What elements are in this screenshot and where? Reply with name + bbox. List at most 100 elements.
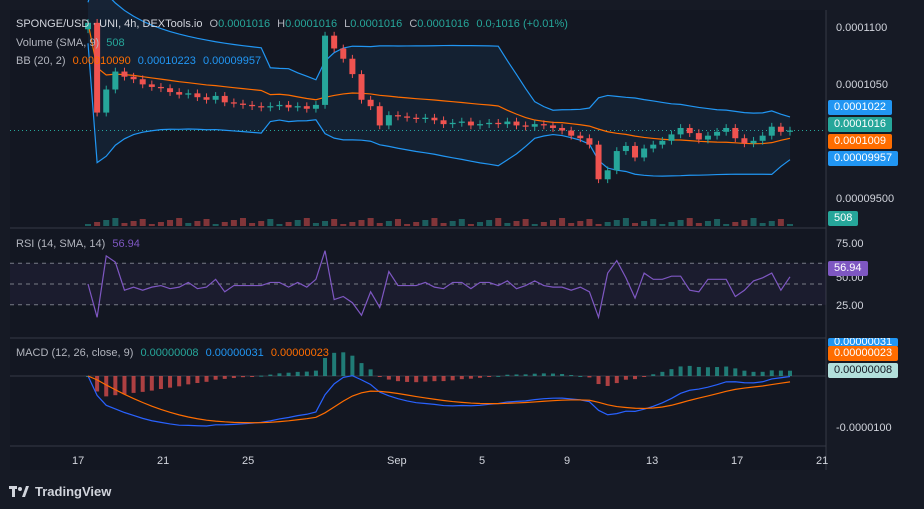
macd-hist-bar: [578, 375, 583, 377]
volume-bar: [358, 220, 365, 226]
volume-bar: [440, 223, 447, 226]
volume-bar: [422, 220, 429, 226]
macd-hist-bar: [760, 371, 765, 376]
candle-body: [768, 126, 775, 136]
candle-body: [586, 138, 593, 145]
macd-hist-bar: [313, 370, 318, 376]
rsi-legend[interactable]: RSI (14, SMA, 14) 56.94: [16, 237, 144, 251]
candle-body: [212, 95, 219, 100]
bb-basis-tag: 0.0001009: [828, 134, 892, 149]
candlesticks: [85, 18, 793, 184]
bb-legend[interactable]: BB (20, 2) 0.00010090 0.00010223 0.00009…: [16, 54, 265, 68]
bb-upper-line: [87, 0, 791, 118]
volume-bar: [157, 222, 164, 226]
volume-bar: [239, 218, 246, 226]
candle-body: [787, 130, 793, 132]
candle-body: [659, 140, 666, 145]
macd-hist-bar: [742, 370, 747, 376]
candle-body: [148, 84, 155, 87]
volume-bar: [568, 223, 575, 226]
candle-body: [695, 133, 702, 140]
macd-hist-bar: [432, 376, 437, 382]
volume-bar: [668, 222, 675, 226]
bb-upper-value: 0.00010223: [137, 55, 196, 67]
candle-body: [431, 117, 438, 121]
macd-line-value: 0.00000031: [205, 347, 264, 359]
macd-hist-bar: [724, 366, 729, 376]
macd-legend[interactable]: MACD (12, 26, close, 9) 0.00000008 0.000…: [16, 346, 333, 360]
candle-body: [759, 135, 766, 141]
o-label: O: [209, 18, 219, 30]
volume-bar: [531, 224, 538, 226]
rsi-line: [87, 250, 791, 320]
macd-signal-value: 0.00000023: [270, 347, 329, 359]
macd-signal-line: [87, 375, 791, 424]
candle-body: [650, 144, 657, 149]
candle-body: [750, 140, 757, 144]
candle-body: [604, 170, 611, 180]
candle-body: [449, 122, 456, 125]
volume-bar: [94, 222, 101, 226]
volume-bar: [148, 224, 155, 226]
rsi-legend-label: RSI (14, SMA, 14): [16, 238, 106, 250]
candle-body: [312, 104, 319, 109]
candle-body: [322, 35, 329, 105]
candle-body: [741, 138, 748, 144]
volume-bar: [449, 221, 456, 226]
bb-upper-tag: 0.0001022: [828, 100, 892, 115]
candle-body: [559, 127, 566, 131]
candle-body: [467, 121, 474, 126]
brand-label: TradingView: [35, 484, 112, 499]
macd-hist-bar: [222, 376, 227, 379]
bb-fill: [88, 0, 790, 177]
volume-bars: [85, 218, 793, 226]
tradingview-logo[interactable]: TradingView: [9, 484, 111, 499]
macd-hist-bar: [368, 369, 373, 376]
volume-bar: [577, 221, 584, 226]
macd-hist-bar: [350, 355, 355, 376]
macd-hist-bar: [633, 376, 638, 380]
symbol-line[interactable]: SPONGE/USD · UNI, 4h, DEXTools.io: [16, 18, 203, 30]
macd-hist-bar: [359, 363, 364, 376]
candle-body: [239, 103, 246, 105]
volume-legend[interactable]: Volume (SMA, 9) 508: [16, 36, 129, 50]
volume-tag: 508: [828, 211, 859, 226]
volume-bar: [641, 221, 648, 226]
o-value: 0.0001016: [218, 18, 271, 30]
volume-bar: [604, 222, 611, 226]
volume-bar: [85, 224, 91, 226]
volume-bar: [458, 219, 465, 226]
candle-body: [358, 74, 365, 100]
candle-body: [276, 104, 283, 107]
candle-body: [495, 122, 502, 125]
time-tick: 9: [564, 455, 571, 467]
macd-hist-bar: [459, 376, 464, 380]
candle-body: [331, 35, 338, 49]
rsi-panel: [10, 250, 826, 320]
macd-hist-bar: [715, 367, 720, 376]
volume-bar: [176, 218, 183, 226]
macd-hist-bar: [468, 376, 473, 379]
bb-lower-value: 0.00009957: [202, 55, 262, 67]
macd-hist-bar: [213, 376, 218, 380]
l-value: 0.0001016: [350, 18, 403, 30]
volume-bar: [139, 219, 146, 226]
candle-body: [704, 135, 711, 140]
candle-body: [549, 125, 556, 128]
macd-hist-bar: [395, 376, 400, 382]
macd-hist-bar: [696, 366, 701, 376]
macd-line: [87, 375, 791, 427]
ohlc-legend: SPONGE/USD · UNI, 4h, DEXTools.io O0.000…: [16, 17, 572, 31]
candle-body: [258, 106, 265, 108]
macd-signal-tag: 0.00000023: [828, 346, 899, 361]
volume-bar: [650, 219, 657, 226]
c-value: 0.0001016: [417, 18, 470, 30]
candle-body: [486, 122, 493, 125]
candle-body: [385, 115, 392, 126]
volume-bar: [504, 223, 511, 226]
candle-body: [294, 106, 301, 108]
candle-body: [303, 106, 310, 109]
candle-body: [568, 130, 575, 136]
candle-body: [157, 86, 164, 89]
